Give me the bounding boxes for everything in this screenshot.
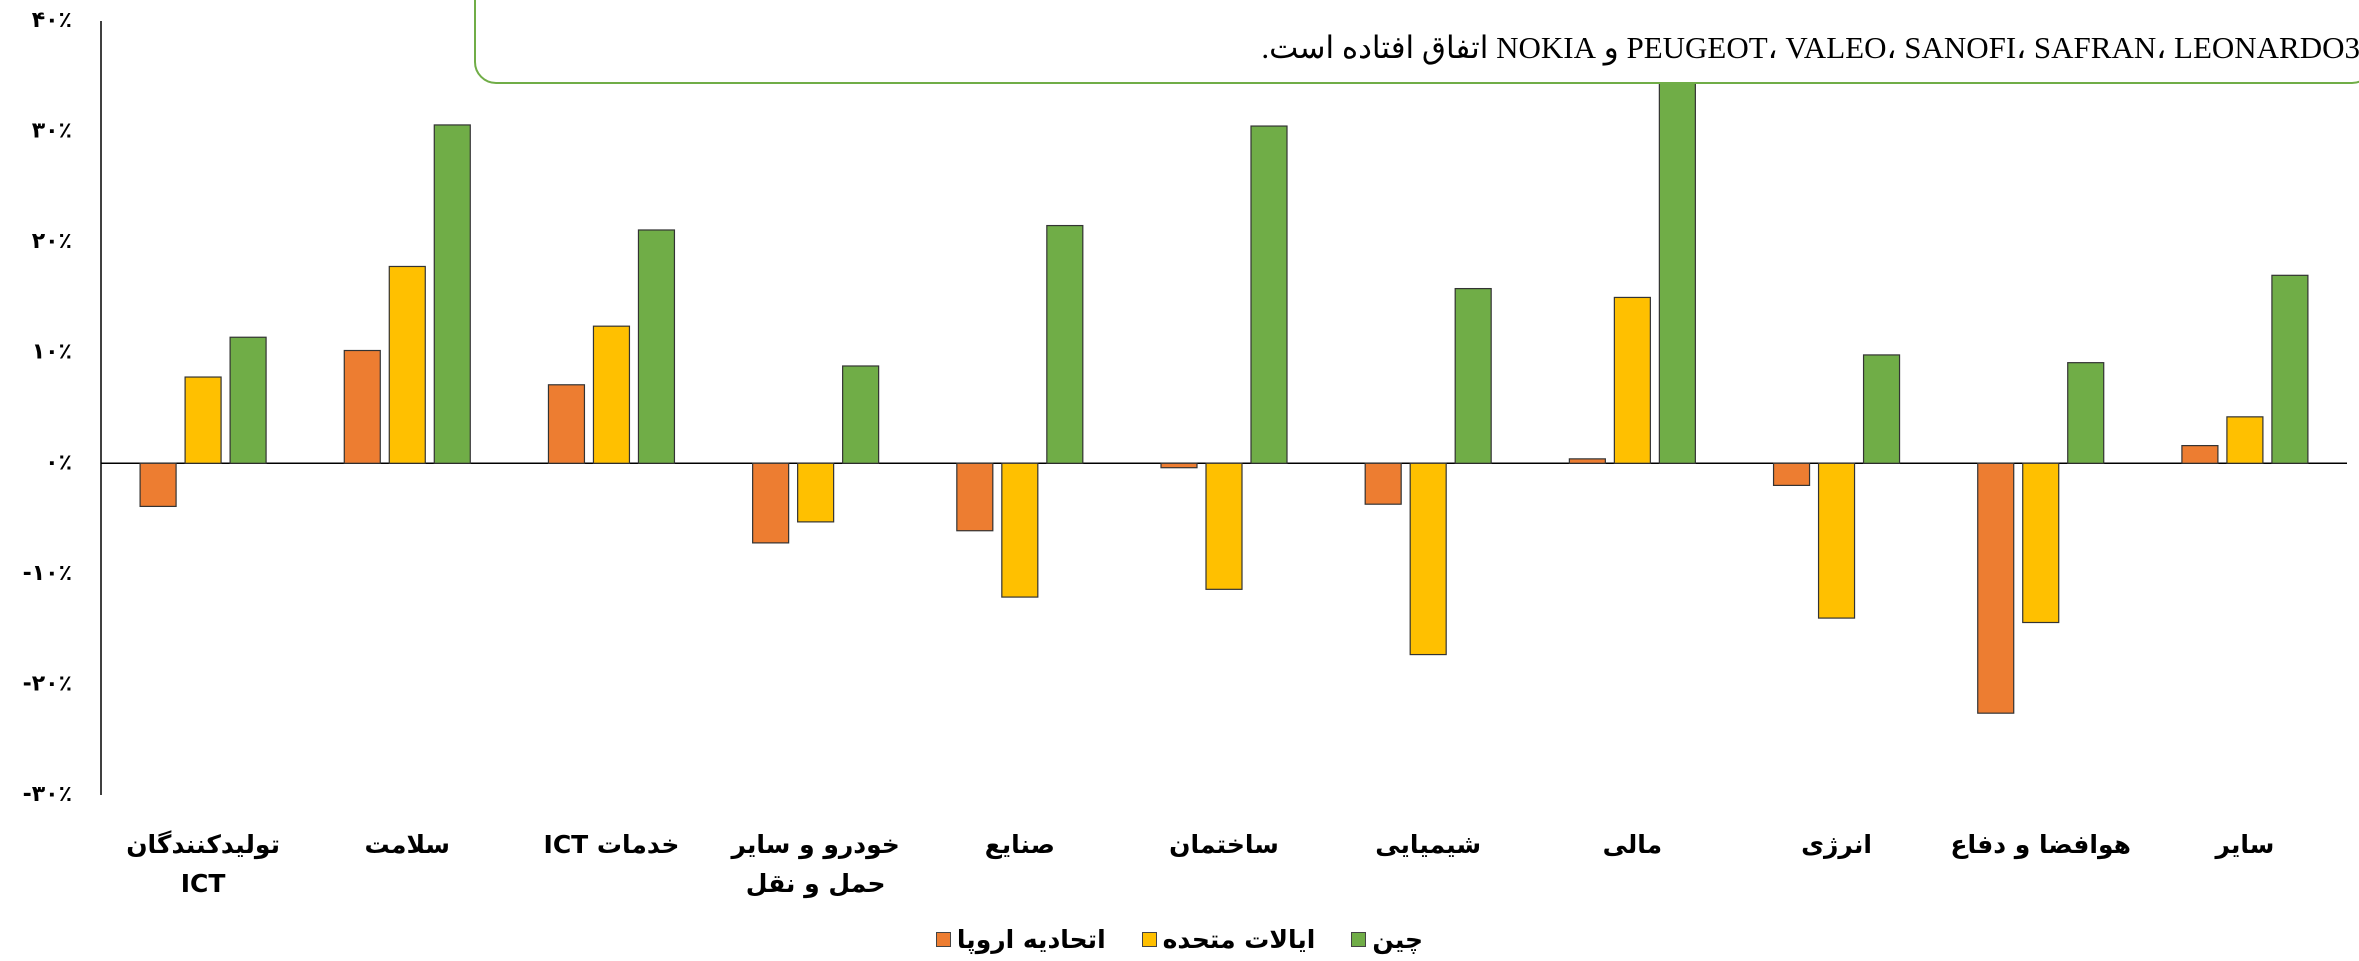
legend-swatch [1351, 932, 1367, 947]
x-tick-label: خدمات ICT [543, 830, 680, 859]
bar [388, 265, 426, 464]
annotation-box: PEUGEOT، VALEO، SANOFI، SAFRAN، LEONARDO… [474, 0, 2359, 84]
bar [797, 462, 835, 523]
x-tick-label: هوافضا و دفاع [1950, 830, 2132, 859]
x-tick-label: شیمیایی [1375, 830, 1482, 859]
x-tick-label: صنایع [984, 830, 1055, 859]
y-tick-label: ۳۰٪ [32, 119, 72, 144]
bar [1409, 462, 1447, 656]
x-tick-label: سلامت [364, 830, 451, 859]
x-tick-label: سایر [2215, 830, 2275, 859]
bar [2271, 274, 2309, 464]
bar [2067, 362, 2105, 464]
x-tick-label: خودرو و سایر حمل و نقل [731, 830, 900, 898]
bar [2181, 444, 2219, 464]
bar [343, 349, 381, 464]
bar [1205, 462, 1243, 590]
legend-item: چین [1351, 925, 1423, 954]
y-tick-label: ۲۰٪ [32, 229, 72, 254]
y-tick-label: -۱۰٪ [23, 561, 72, 586]
y-tick-label: ۴۰٪ [32, 8, 72, 33]
bar [1658, 42, 1696, 464]
bar [1046, 224, 1084, 464]
legend-item: ایالات متحده [1141, 925, 1316, 954]
bar [1250, 125, 1288, 464]
annotation: PEUGEOT، VALEO، SANOFI، SAFRAN، LEONARDO… [1261, 30, 2359, 65]
bar [1454, 287, 1492, 464]
legend-swatch [935, 932, 951, 947]
y-tick-label: -۲۰٪ [23, 671, 72, 696]
bar [592, 325, 631, 464]
legend-label: ایالات متحده [1162, 925, 1316, 954]
legend-item: اتحادیه اروپا [935, 925, 1106, 954]
x-tick-label: تولیدکنندگان ICT [126, 830, 280, 898]
bar [1977, 462, 2015, 714]
bar [2226, 416, 2264, 464]
bar [1160, 462, 1198, 469]
legend: اتحادیه اروپا ایالات متحده چین [0, 925, 2359, 954]
bar [1364, 462, 1402, 505]
x-tick-label: انرژی [1801, 830, 1872, 859]
bar [1001, 462, 1039, 598]
bar [1613, 296, 1651, 464]
bar [1817, 462, 1856, 619]
bar [433, 124, 471, 464]
bar [184, 376, 222, 464]
bar [1772, 462, 1811, 486]
bar [637, 229, 676, 464]
bar [752, 462, 790, 544]
bar [956, 462, 994, 532]
bar [842, 365, 880, 464]
bar [1568, 458, 1606, 464]
bar [229, 336, 267, 464]
y-tick-label: -۳۰٪ [23, 782, 72, 807]
bar [547, 384, 586, 464]
legend-label: اتحادیه اروپا [956, 925, 1106, 954]
x-tick-label: مالی [1602, 830, 1663, 859]
y-tick-label: ۱۰٪ [32, 340, 72, 365]
legend-label: چین [1372, 925, 1424, 954]
x-tick-label: ساختمان [1169, 830, 1279, 859]
y-tick-label: ۰٪ [45, 450, 72, 475]
bar [139, 462, 177, 508]
bar [2022, 462, 2060, 624]
legend-swatch [1141, 932, 1157, 947]
bar [1862, 354, 1901, 464]
